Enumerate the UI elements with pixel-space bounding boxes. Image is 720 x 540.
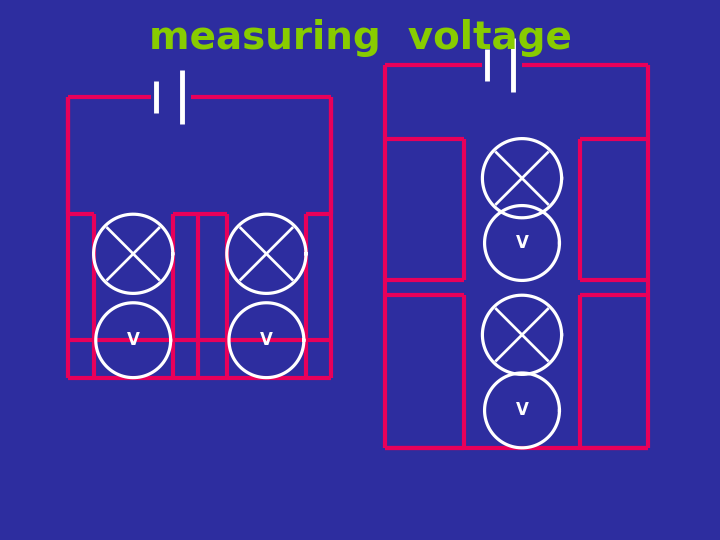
Text: V: V [127, 331, 140, 349]
Text: measuring  voltage: measuring voltage [148, 19, 572, 57]
Text: V: V [516, 234, 528, 252]
Text: V: V [516, 401, 528, 420]
Text: V: V [260, 331, 273, 349]
